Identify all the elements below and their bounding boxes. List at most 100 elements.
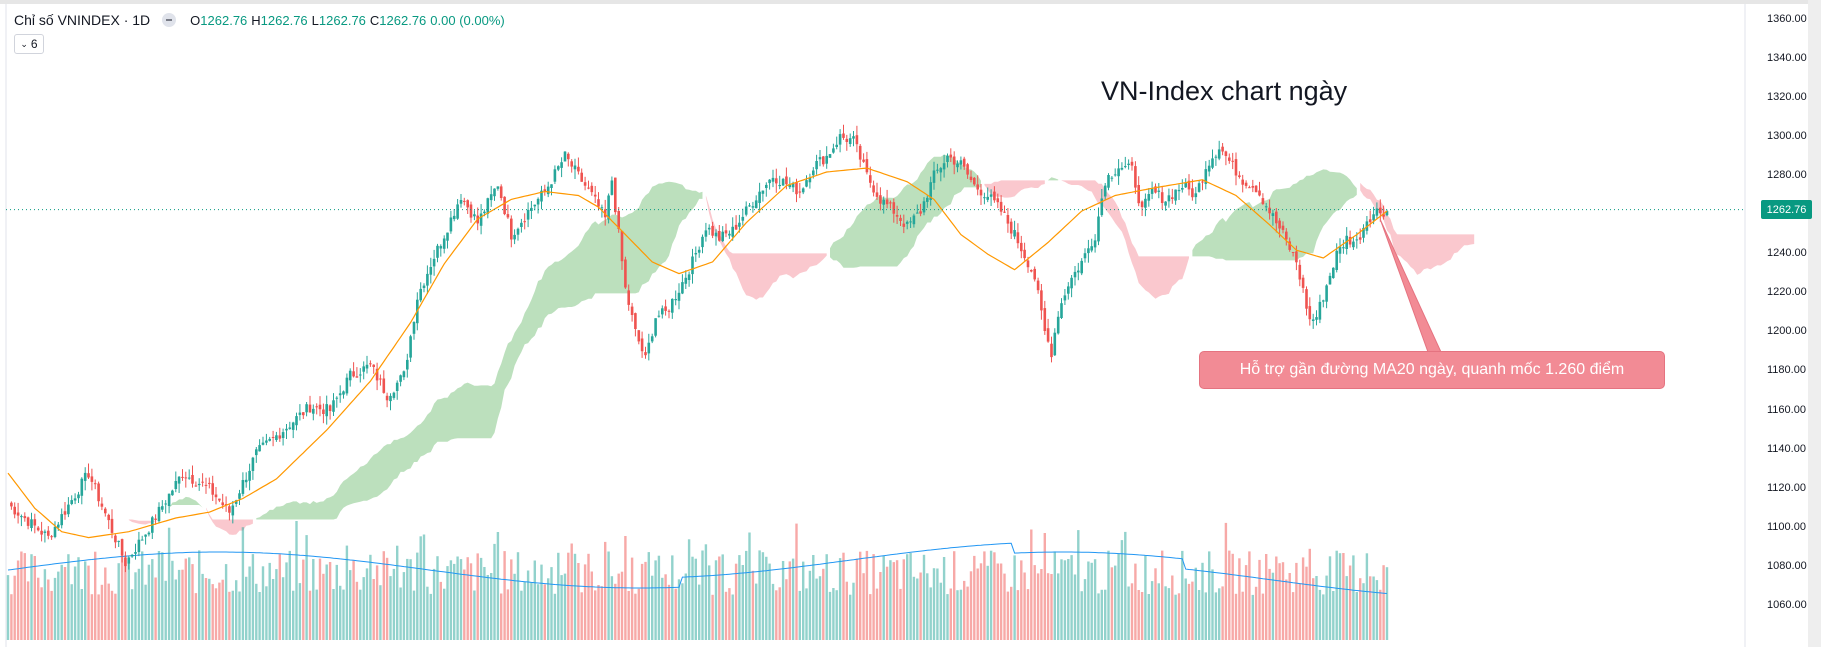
candle-body <box>946 155 949 162</box>
candle-body <box>711 225 714 236</box>
candle-body <box>97 483 100 502</box>
symbol-title[interactable]: Chỉ số VNINDEX · 1D <box>14 12 151 28</box>
volume-bar <box>476 553 479 640</box>
ma20-line <box>7 167 1388 539</box>
candle-body <box>523 221 526 223</box>
candle-body <box>570 161 573 167</box>
candle-body <box>221 502 224 506</box>
volume-bar <box>1288 573 1291 640</box>
volume-bar <box>1221 586 1224 640</box>
volume-bar <box>802 561 805 640</box>
volume-bar <box>805 588 808 640</box>
volume-bar <box>271 579 275 640</box>
volume-bar <box>775 590 778 640</box>
ichimoku-cloud <box>256 181 703 520</box>
volume-bar <box>748 532 751 640</box>
candle-body <box>828 154 832 158</box>
candle-body <box>446 232 449 241</box>
candle-body <box>714 232 718 237</box>
volume-bar <box>1181 550 1184 640</box>
candle-body <box>892 202 896 214</box>
candle-body <box>194 485 198 487</box>
candle-body <box>986 196 989 200</box>
volume-bar <box>842 552 845 640</box>
volume-bar <box>610 576 614 640</box>
volume-bar <box>781 561 785 640</box>
volume-bar <box>13 575 16 640</box>
candle-body <box>744 206 748 215</box>
volume-bar <box>1315 576 1318 640</box>
y-tick-label: 1320.00 <box>1767 90 1807 103</box>
volume-bar <box>1265 554 1268 640</box>
volume-bar <box>1187 583 1191 640</box>
volume-bar <box>563 573 567 640</box>
candle-body <box>1030 270 1033 272</box>
volume-bar <box>416 552 419 640</box>
candle-body <box>969 176 973 180</box>
candle-body <box>23 516 27 519</box>
candle-body <box>1352 241 1355 248</box>
volume-bar <box>406 558 409 640</box>
candle-body <box>164 503 167 505</box>
candle-body <box>1140 201 1144 208</box>
candle-body <box>110 518 114 533</box>
volume-bar <box>916 578 919 640</box>
volume-bar <box>365 568 369 640</box>
volume-bar <box>1261 593 1265 640</box>
volume-bar <box>1161 550 1164 640</box>
candle-body <box>439 246 443 249</box>
candle-body <box>694 253 698 255</box>
volume-bar <box>292 590 295 640</box>
candle-body <box>1295 251 1298 263</box>
top-border <box>0 0 1821 4</box>
volume-bar <box>104 567 107 640</box>
volume-bar <box>37 577 40 640</box>
volume-bar <box>825 554 828 640</box>
volume-bar <box>147 564 151 640</box>
volume-bar <box>459 559 463 640</box>
candle-body <box>912 215 916 225</box>
candle-body <box>885 199 889 205</box>
volume-bar <box>765 556 768 640</box>
volume-bar <box>1147 594 1150 640</box>
candle-body <box>1221 146 1224 152</box>
volume-bar <box>979 563 983 640</box>
volume-bar <box>1342 553 1345 640</box>
candle-body <box>1020 242 1023 252</box>
volume-bar <box>43 569 47 640</box>
candle-body <box>1127 163 1130 165</box>
candle-body <box>1087 248 1090 254</box>
volume-bar <box>741 565 744 640</box>
y-tick-label: 1360.00 <box>1767 12 1807 25</box>
volume-bar <box>989 550 993 640</box>
candle-body <box>452 215 456 220</box>
indicators-toggle[interactable]: ⌄ 6 <box>14 34 44 54</box>
candle-body <box>248 470 251 481</box>
candle-body <box>1305 289 1308 309</box>
volume-bar <box>483 567 486 640</box>
ichimoku-cloud <box>984 180 1045 198</box>
candle-body <box>627 290 630 305</box>
volume-bar <box>540 564 543 640</box>
volume-bar <box>1150 581 1154 640</box>
candle-body <box>10 502 13 507</box>
volume-bar <box>1073 574 1077 640</box>
candle-body <box>503 196 506 215</box>
volume-bar <box>107 583 110 640</box>
candle-body <box>382 378 386 393</box>
volume-bar <box>130 589 134 640</box>
collapse-icon[interactable] <box>162 13 177 27</box>
candle-body <box>87 473 90 478</box>
volume-bar <box>1117 553 1120 640</box>
volume-bar <box>885 566 889 640</box>
candle-body <box>1275 211 1278 224</box>
volume-bar <box>926 573 929 640</box>
volume-bar <box>208 578 211 640</box>
candle-body <box>100 503 104 507</box>
volume-bar <box>486 575 489 640</box>
candle-body <box>617 211 620 229</box>
volume-bar <box>1177 593 1181 640</box>
close-label: C <box>369 12 380 28</box>
candle-body <box>1184 182 1187 188</box>
